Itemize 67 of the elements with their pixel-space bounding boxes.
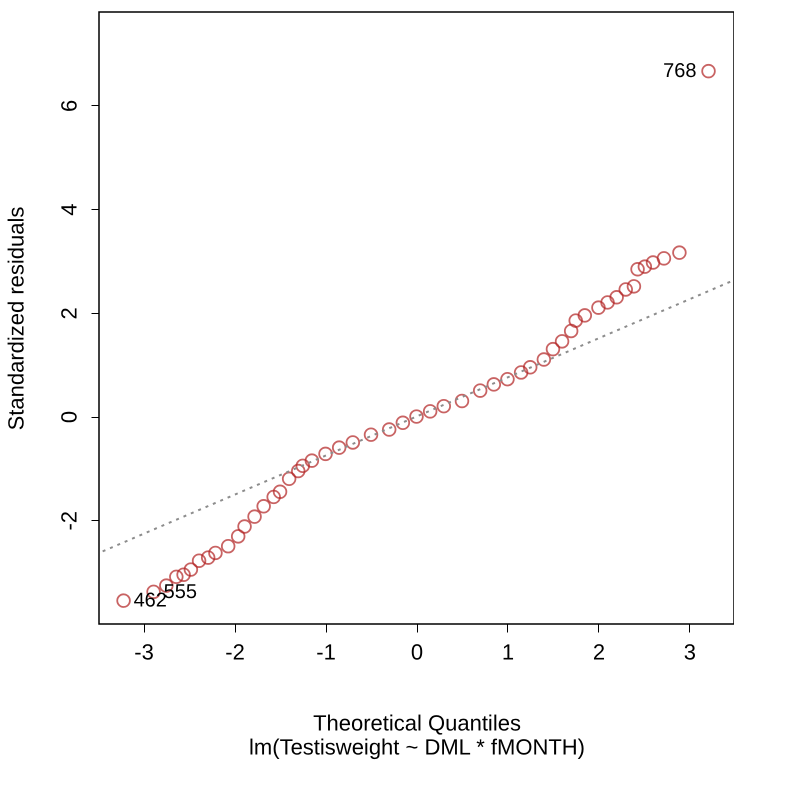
- x-tick-label: -2: [225, 640, 245, 664]
- y-tick-label: 0: [56, 410, 82, 424]
- point: [304, 453, 320, 468]
- x-axis-title: Theoretical Quantiles: [313, 710, 521, 736]
- point: [364, 427, 378, 442]
- point: [656, 251, 672, 266]
- point: [638, 259, 652, 274]
- point: [208, 546, 223, 560]
- y-axis-title: Standardized residuals: [4, 206, 28, 430]
- point: [609, 290, 624, 304]
- point: [192, 554, 206, 568]
- y-tick-label: 2: [56, 307, 82, 320]
- x-tick-label: 3: [684, 640, 696, 664]
- point: [169, 570, 184, 584]
- x-tick-label: 2: [592, 640, 606, 664]
- point: [346, 435, 360, 450]
- point: [256, 499, 271, 514]
- point: [237, 519, 252, 534]
- point: [500, 372, 515, 386]
- annotation: 555: [164, 580, 197, 603]
- y-tick-label: -2: [56, 510, 82, 531]
- point: [564, 324, 578, 338]
- text: lm(Testisweight ~ DML * fMONTH): [249, 734, 585, 760]
- point: [472, 383, 488, 398]
- point: [546, 342, 560, 356]
- point: [409, 409, 424, 424]
- y-tick-label: 6: [56, 100, 82, 112]
- point: [514, 365, 528, 380]
- point: [630, 262, 645, 276]
- y-tick-label: 4: [56, 203, 82, 216]
- x-tick-label: 1: [502, 640, 514, 664]
- point: [600, 295, 615, 310]
- point: [701, 64, 716, 78]
- point: [646, 255, 660, 270]
- point: [230, 529, 246, 544]
- point: [282, 472, 296, 486]
- point: [486, 377, 502, 392]
- point: [184, 562, 198, 577]
- point: [247, 509, 262, 524]
- point: [454, 394, 470, 408]
- point: [591, 300, 606, 315]
- point: [382, 422, 396, 437]
- point: [568, 313, 583, 328]
- annotation: 768: [663, 60, 697, 82]
- point: [618, 282, 633, 297]
- point: [266, 490, 281, 504]
- point: [291, 464, 306, 478]
- point: [200, 550, 216, 565]
- point: [422, 404, 438, 419]
- point: [436, 398, 452, 414]
- point: [536, 352, 552, 367]
- point: [176, 568, 191, 582]
- point: [672, 245, 687, 260]
- point: [318, 446, 333, 462]
- x-tick-label: -3: [134, 640, 154, 664]
- point: [272, 484, 288, 499]
- x-tick-label: 0: [410, 640, 424, 664]
- point: [116, 593, 131, 608]
- x-tick-label: -1: [316, 640, 336, 664]
- point: [296, 458, 310, 474]
- point: [396, 416, 410, 430]
- point: [578, 308, 592, 323]
- point: [626, 279, 642, 294]
- point: [554, 334, 570, 349]
- point: [522, 360, 538, 374]
- point: [220, 538, 236, 554]
- point: [332, 440, 346, 455]
